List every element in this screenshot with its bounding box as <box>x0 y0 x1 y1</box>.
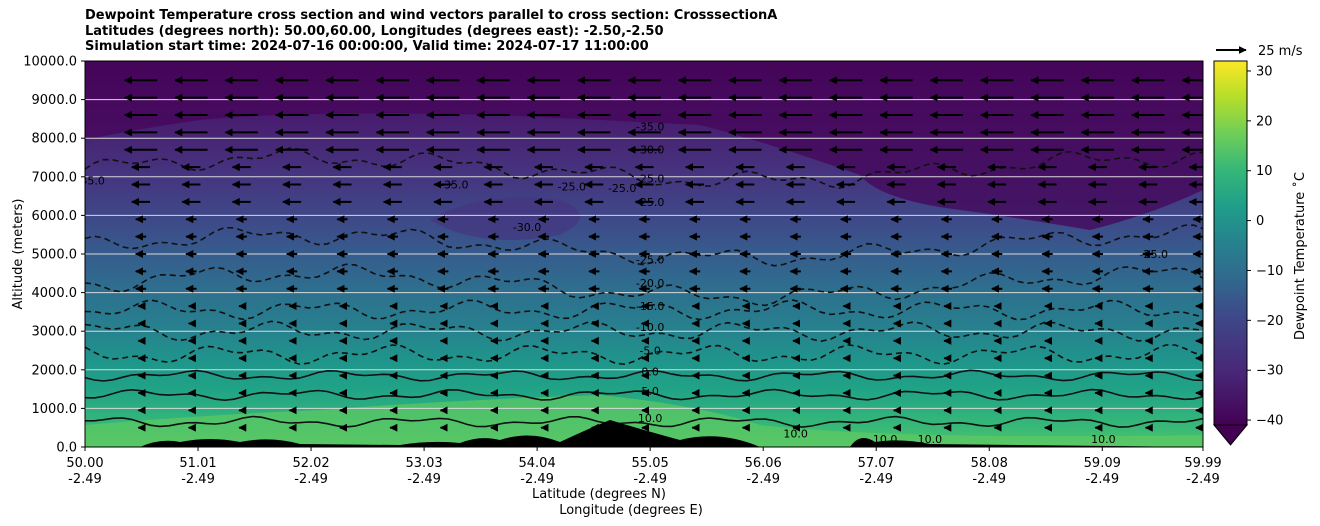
contour-label: -25.0 <box>636 173 664 186</box>
colorbar-tick-label: 30 <box>1256 64 1273 79</box>
colorbar-tick-label: 0 <box>1256 214 1264 229</box>
y-tick-label: 10000.0 <box>23 55 77 70</box>
terrain <box>85 420 1203 447</box>
x-axis-title-2: Longitude (degrees E) <box>559 503 703 518</box>
colorbar-tick-label: −10 <box>1256 264 1283 279</box>
contour-label: -30.0 <box>513 221 541 234</box>
x-tick-label-lat: 56.06 <box>745 456 782 471</box>
x-tick-label-lat: 52.02 <box>292 456 329 471</box>
x-tick-label-lat: 57.07 <box>858 456 895 471</box>
x-tick-label-lon: -2.49 <box>181 472 215 487</box>
x-tick-label-lat: 51.01 <box>179 456 216 471</box>
contour-label: 10.0 <box>873 433 898 446</box>
contour-labels: -35.0-30.0-25.0-25.0-25.0-30.0-35.0 -25.0… <box>76 120 1168 446</box>
contour-label: -35.0 <box>636 120 664 133</box>
y-axis: 0.0 1000.0 2000.0 3000.0 4000.0 5000.0 6000.0 7… <box>23 55 85 456</box>
colorbar-tick-label: −40 <box>1256 414 1283 429</box>
x-axis: 50.00-2.4951.01-2.4952.02-2.4953.03-2.49… <box>66 447 1222 487</box>
colorbar: 30 20 10 0 −10 −20 −30 −40 Dewpoint Temperature… <box>1212 60 1308 446</box>
contour-line <box>85 320 1203 343</box>
contour-line <box>85 415 1203 428</box>
contour-label: 10.0 <box>918 433 943 446</box>
x-tick-label-lon: -2.49 <box>407 472 441 487</box>
contour-label: -35.0 <box>76 175 104 188</box>
contour-label: -25.0 <box>1140 248 1168 261</box>
colorbar-tick-label: 10 <box>1256 164 1273 179</box>
contour-label: -25.0 <box>636 196 664 209</box>
x-tick-label-lat: 59.09 <box>1084 456 1121 471</box>
y-axis-title: Altitude (meters) <box>11 199 26 310</box>
x-tick-label-lon: -2.49 <box>520 472 554 487</box>
x-tick-label-lon: -2.49 <box>746 472 780 487</box>
x-tick-label-lon: -2.49 <box>972 472 1006 487</box>
x-tick-label-lat: 53.03 <box>405 456 442 471</box>
y-tick-label: 5000.0 <box>32 248 78 263</box>
quiver-key-label: 25 m/s <box>1258 44 1303 59</box>
contour-label: -30.0 <box>636 144 664 157</box>
colorbar-ticks: 30 20 10 0 −10 −20 −30 −40 <box>1247 64 1283 429</box>
quiver-key: 25 m/s <box>1216 44 1303 59</box>
x-tick-label-lat: 55.05 <box>632 456 669 471</box>
contour-line <box>85 369 1203 382</box>
wind-vectors <box>123 76 1203 432</box>
colorbar-label: Dewpoint Temperature ˚C <box>1292 172 1308 340</box>
dry-air-pocket <box>430 197 580 240</box>
title-line-2: Latitudes (degrees north): 50.00,60.00, … <box>85 23 664 39</box>
contour-label: -20.0 <box>636 277 664 290</box>
contour-label: -5.0 <box>639 344 660 357</box>
y-tick-label: 4000.0 <box>32 286 78 301</box>
dry-air-region <box>85 61 1203 230</box>
y-tick-label: 1000.0 <box>32 402 78 417</box>
contour-label: 0.0 <box>641 366 659 379</box>
contour-label: -15.0 <box>636 300 664 313</box>
title-line-3: Simulation start time: 2024-07-16 00:00:… <box>85 39 649 54</box>
contour-label: -25.0 <box>608 182 636 195</box>
y-tick-label: 3000.0 <box>32 325 78 340</box>
x-tick-label-lon: -2.49 <box>68 472 102 487</box>
x-tick-label-lat: 54.04 <box>519 456 556 471</box>
y-tick-label: 6000.0 <box>32 209 78 224</box>
y-tick-label: 7000.0 <box>32 170 78 185</box>
x-tick-label-lat: 50.00 <box>66 456 103 471</box>
x-axis-title: Latitude (degrees N) <box>532 487 666 502</box>
y-tick-label: 2000.0 <box>32 363 78 378</box>
contour-label: -10.0 <box>636 321 664 334</box>
grid-lines <box>85 99 1203 409</box>
contour-line <box>85 344 1203 366</box>
colorbar-tick-label: −30 <box>1256 364 1283 379</box>
y-tick-label: 8000.0 <box>32 132 78 147</box>
contour-label: -35.0 <box>440 178 468 191</box>
contour-label: 5.0 <box>641 385 659 398</box>
x-tick-label-lon: -2.49 <box>859 472 893 487</box>
contour-label: 10.0 <box>638 412 663 425</box>
colorbar-tick-label: 20 <box>1256 114 1273 129</box>
x-tick-label-lon: -2.49 <box>1186 472 1220 487</box>
y-tick-label: 0.0 <box>56 441 77 456</box>
contour-label: 10.0 <box>1091 433 1116 446</box>
contour-line <box>85 147 1203 189</box>
chart-title: Dewpoint Temperature cross section and w… <box>85 8 777 55</box>
colorbar-gradient <box>1213 60 1248 426</box>
x-tick-label-lon: -2.49 <box>633 472 667 487</box>
colorbar-extend-triangle <box>1212 424 1249 446</box>
y-tick-label: 9000.0 <box>32 93 78 108</box>
colorbar-tick-label: −20 <box>1256 314 1283 329</box>
contour-line <box>85 224 1203 267</box>
contour-label: -25.0 <box>636 254 664 267</box>
contour-label: 10.0 <box>783 427 808 440</box>
x-tick-label-lon: -2.49 <box>1085 472 1119 487</box>
x-tick-label-lat: 59.99 <box>1184 456 1221 471</box>
x-tick-label-lat: 58.08 <box>971 456 1008 471</box>
contour-label: -25.0 <box>558 180 586 193</box>
title-line-1: Dewpoint Temperature cross section and w… <box>85 8 778 23</box>
x-tick-label-lon: -2.49 <box>294 472 328 487</box>
